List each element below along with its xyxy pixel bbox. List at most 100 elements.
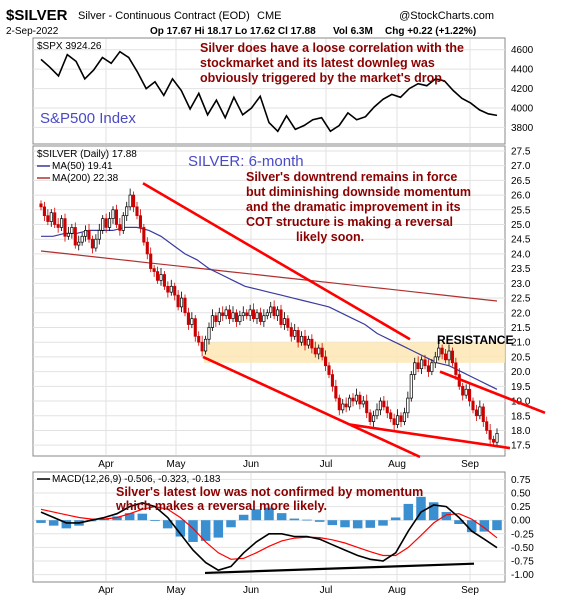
candle-body [66, 232, 70, 237]
macd-histogram-bar [340, 520, 350, 528]
silver-tick-label: 25.0 [511, 220, 531, 231]
candle [461, 382, 465, 401]
candle [104, 213, 108, 233]
macd-histogram-bar [264, 507, 274, 521]
candle-body [56, 224, 60, 228]
candle [420, 356, 424, 374]
candle-body [70, 227, 74, 234]
candle-body [354, 394, 358, 402]
candle-body [344, 403, 348, 408]
candle [94, 234, 98, 252]
candle [413, 357, 417, 380]
candle [142, 223, 146, 246]
candle [197, 331, 201, 346]
spx-index-label: S&P500 Index [40, 110, 136, 127]
candle-body [282, 318, 286, 325]
macd-histogram-bar [403, 503, 414, 521]
spx-grid [33, 39, 505, 143]
candle-body [252, 309, 256, 320]
candle-body [488, 430, 492, 440]
candle-body [303, 335, 307, 346]
candle [399, 412, 403, 427]
candle-body [368, 412, 372, 422]
candle-body [320, 347, 324, 358]
candle-body [149, 253, 153, 269]
candle [409, 371, 413, 402]
candle-body [468, 388, 472, 402]
candle-body [399, 415, 403, 422]
macd-histogram-bar [454, 520, 464, 525]
candle-body [128, 194, 132, 208]
candle-body [255, 312, 259, 320]
macd-histogram-bar [238, 514, 249, 521]
candle [392, 413, 396, 430]
candle-body [348, 397, 352, 408]
silver-tick-label: 24.5 [511, 235, 531, 246]
silver-legend: $SILVER (Daily) 17.88 MA(50) 19.41 MA(20… [37, 149, 137, 184]
candle-body [39, 203, 43, 208]
candle-body [108, 218, 112, 228]
candle [485, 416, 489, 434]
candle-body [53, 212, 57, 225]
candle [406, 391, 410, 419]
candle-body [118, 224, 122, 231]
candle-body [231, 312, 235, 320]
candle [272, 300, 276, 320]
candle-body [454, 362, 458, 375]
candle-body [358, 394, 362, 405]
silver-legend-price: $SILVER (Daily) 17.88 [37, 149, 137, 160]
candle [385, 400, 389, 419]
candle [344, 397, 348, 413]
candle [430, 359, 434, 376]
month-axis: Apr May Jun Jul Aug Sep [98, 459, 479, 470]
macd-histogram-bar [416, 496, 426, 521]
spx-note-line-3: obviously triggered by the market's drop… [200, 71, 445, 85]
candle-body [409, 374, 413, 399]
candle-body [286, 318, 290, 328]
spx-legend: $SPX 3924.26 [37, 41, 102, 52]
candle-body [361, 400, 365, 405]
spx-note-line-1: Silver does have a loose correlation wit… [200, 41, 464, 55]
candle-body [334, 385, 338, 399]
candle [190, 312, 194, 329]
candle-body [166, 285, 170, 293]
candle [80, 232, 84, 246]
candle-body [317, 347, 321, 355]
candle-body [221, 312, 225, 317]
candle-body [180, 297, 184, 308]
candle [324, 350, 328, 372]
spx-tick-label: 4600 [511, 45, 534, 56]
candle-body [217, 312, 221, 322]
candle [402, 407, 406, 426]
silver-tick-label: 26.5 [511, 176, 531, 187]
spx-axis: 3800 4000 4200 4400 4600 [511, 45, 534, 134]
trendlines [142, 182, 546, 459]
candle [447, 344, 451, 366]
candle [334, 379, 338, 402]
candle [488, 423, 492, 445]
candle [135, 201, 139, 220]
silver-note-line-4: COT structure is making a reversal [246, 215, 453, 229]
candle [101, 215, 105, 234]
candle [354, 388, 358, 405]
header-volume: Vol 6.3M [333, 26, 373, 37]
macd-histogram-bar [162, 520, 173, 529]
candle-body [49, 212, 53, 222]
candle-body [200, 341, 204, 352]
candle-body [444, 353, 448, 361]
macd-histogram [36, 496, 502, 542]
silver-tick-label: 18.0 [511, 426, 531, 437]
symbol-title: $SILVER [6, 7, 68, 24]
candle-body [289, 327, 293, 337]
silver-tick-label: 27.0 [511, 161, 531, 172]
candle [317, 344, 321, 360]
candle-body [385, 406, 389, 414]
inner-support-line [349, 423, 511, 450]
macd-histogram-bar [36, 520, 46, 523]
macd-tick-label: -0.50 [511, 543, 534, 554]
candle [46, 209, 50, 226]
candle [262, 309, 266, 327]
silver-tick-label: 23.0 [511, 279, 531, 290]
candle [341, 398, 345, 414]
